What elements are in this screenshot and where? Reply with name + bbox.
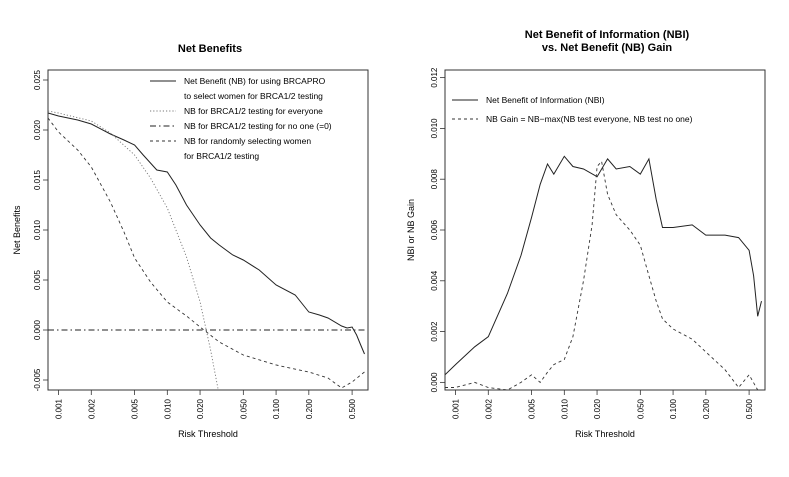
legend-label: Net Benefit of Information (NBI) xyxy=(486,95,605,105)
y-tick-label: 0.012 xyxy=(430,67,439,88)
x-tick-label: 0.001 xyxy=(452,398,461,419)
legend-label: NB for BRCA1/2 testing for no one (=0) xyxy=(184,121,332,131)
legend-label-line: NB for BRCA1/2 testing for no one (=0) xyxy=(184,121,332,131)
chart-title-line: vs. Net Benefit (NB) Gain xyxy=(542,42,672,54)
y-axis-label: NBI or NB Gain xyxy=(406,199,416,261)
legend-label-line: NB for randomly selecting women xyxy=(184,136,311,146)
x-tick-label: 0.020 xyxy=(196,398,205,419)
y-tick-label: 0.000 xyxy=(430,372,439,393)
x-tick-label: 0.010 xyxy=(163,398,172,419)
series-line-solid xyxy=(445,155,762,376)
legend-label-line: Net Benefit (NB) for using BRCAPRO xyxy=(184,76,326,86)
legend-label-line: NB Gain = NB−max(NB test everyone, NB te… xyxy=(486,114,693,124)
y-tick-label: 0.020 xyxy=(33,119,42,140)
x-tick-label: 0.005 xyxy=(528,398,537,419)
y-tick-label: 0.005 xyxy=(33,269,42,290)
series-layer xyxy=(48,110,365,390)
y-tick-label: 0.004 xyxy=(430,270,439,291)
legend-label-line: for BRCA1/2 testing xyxy=(184,151,259,161)
legend: Net Benefit (NB) for using BRCAPRO to sel… xyxy=(150,76,332,161)
series-line-dotted xyxy=(48,110,219,390)
x-tick-label: 0.100 xyxy=(669,398,678,419)
x-axis: 0.001 0.002 0.005 0.010 0.020 0.050 0.100 0.200… xyxy=(452,390,754,419)
y-axis-label: Net Benefits xyxy=(12,205,22,255)
y-tick-label: 0.002 xyxy=(430,321,439,342)
x-axis-label: Risk Threshold xyxy=(575,429,635,439)
series-layer xyxy=(445,155,762,390)
series-line-dashed xyxy=(48,117,365,389)
x-tick-label: 0.001 xyxy=(55,398,64,419)
y-tick-label: 0.010 xyxy=(430,118,439,139)
y-tick-label: 0.008 xyxy=(430,169,439,190)
nbi-panel: Net Benefit of Information (NBI) vs. Net … xyxy=(406,29,766,439)
x-tick-label: 0.500 xyxy=(745,398,754,419)
legend: Net Benefit of Information (NBI) NB Gain … xyxy=(452,95,693,124)
x-tick-label: 0.002 xyxy=(87,398,96,419)
legend-label: Net Benefit (NB) for using BRCAPRO to sel… xyxy=(184,76,326,101)
x-tick-label: 0.002 xyxy=(484,398,493,419)
y-axis: 0.000 0.002 0.004 0.006 0.008 0.010 0.012 xyxy=(430,67,445,392)
x-tick-label: 0.010 xyxy=(560,398,569,419)
x-axis: 0.001 0.002 0.005 0.010 0.020 0.050 0.100 0.200… xyxy=(55,390,357,419)
net-benefits-panel: Net Benefits 0.001 0.002 0.005 0.010 0.020 0.… xyxy=(12,43,369,439)
chart-title-line: Net Benefit of Information (NBI) xyxy=(525,29,690,41)
y-tick-label: 0.000 xyxy=(33,319,42,340)
plot-frame xyxy=(47,69,369,391)
legend-label-line: Net Benefit of Information (NBI) xyxy=(486,95,605,105)
legend-label-line: NB for BRCA1/2 testing for everyone xyxy=(184,106,323,116)
x-tick-label: 0.200 xyxy=(305,398,314,419)
x-tick-label: 0.500 xyxy=(348,398,357,419)
legend-label: NB for randomly selecting women for BRCA1… xyxy=(184,136,311,161)
series-line-dashed xyxy=(445,160,759,390)
chart-title: Net Benefit of Information (NBI) vs. Net … xyxy=(525,29,690,54)
x-tick-label: 0.020 xyxy=(593,398,602,419)
x-tick-label: 0.100 xyxy=(272,398,281,419)
legend-label: NB for BRCA1/2 testing for everyone xyxy=(184,106,323,116)
x-axis-label: Risk Threshold xyxy=(178,429,238,439)
legend-label: NB Gain = NB−max(NB test everyone, NB te… xyxy=(486,114,693,124)
legend-label-line: to select women for BRCA1/2 testing xyxy=(184,91,323,101)
y-tick-label: -0.005 xyxy=(33,368,42,391)
x-tick-label: 0.050 xyxy=(636,398,645,419)
y-tick-label: 0.025 xyxy=(33,69,42,90)
y-tick-label: 0.015 xyxy=(33,169,42,190)
y-tick-label: 0.010 xyxy=(33,219,42,240)
chart-title: Net Benefits xyxy=(178,43,242,55)
y-axis: -0.005 0.000 0.005 0.010 0.015 0.020 0.025 xyxy=(33,69,48,391)
x-tick-label: 0.005 xyxy=(131,398,140,419)
series-line-solid xyxy=(48,112,365,355)
y-tick-label: 0.006 xyxy=(430,219,439,240)
x-tick-label: 0.200 xyxy=(702,398,711,419)
x-tick-label: 0.050 xyxy=(239,398,248,419)
